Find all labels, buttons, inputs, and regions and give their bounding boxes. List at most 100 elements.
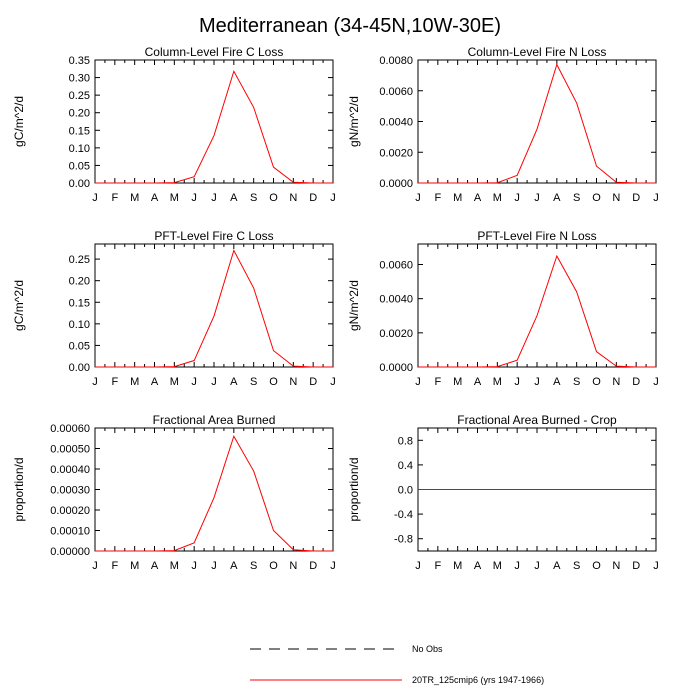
x-tick-label: O (592, 376, 601, 388)
x-tick-label: M (130, 192, 139, 204)
y-tick-label: 0.00020 (50, 505, 90, 517)
x-tick-label: J (415, 376, 421, 388)
y-tick-label: 0.0020 (379, 147, 413, 159)
x-tick-label: S (250, 560, 257, 572)
legend: No Obs 20TR_125cmip6 (yrs 1947-1966) (250, 644, 544, 685)
x-tick-label: M (130, 376, 139, 388)
plot-frame (417, 59, 657, 184)
x-tick-label: J (534, 192, 540, 204)
y-tick-label: 0.20 (69, 108, 90, 120)
y-tick-label: 0.05 (69, 160, 90, 172)
x-tick-label: F (111, 376, 118, 388)
x-tick-label: J (92, 560, 98, 572)
x-tick-label: J (211, 192, 217, 204)
chart-title: Fractional Area Burned - Crop (457, 413, 617, 427)
x-tick-label: N (612, 192, 620, 204)
x-tick-label: M (170, 376, 179, 388)
x-tick-label: A (151, 560, 159, 572)
x-tick-label: O (592, 560, 601, 572)
x-tick-label: D (309, 560, 317, 572)
x-tick-label: M (453, 376, 462, 388)
y-tick-label: 0.0040 (379, 117, 413, 129)
x-tick-label: A (553, 560, 561, 572)
series-line (418, 254, 656, 368)
x-tick-label: O (269, 376, 278, 388)
x-tick-label: M (170, 192, 179, 204)
x-tick-label: D (632, 376, 640, 388)
y-tick-label: -0.4 (394, 509, 413, 521)
x-tick-label: N (289, 376, 297, 388)
x-tick-label: J (330, 376, 336, 388)
y-axis-label: gC/m^2/d (12, 96, 26, 147)
y-tick-label: 0.0060 (379, 86, 413, 98)
x-tick-label: J (330, 560, 336, 572)
y-tick-label: 0.35 (69, 55, 90, 67)
x-tick-label: J (415, 560, 421, 572)
x-tick-label: J (92, 376, 98, 388)
x-tick-label: J (211, 560, 217, 572)
y-tick-label: 0.8 (398, 435, 413, 447)
x-tick-label: A (151, 376, 159, 388)
x-tick-label: S (250, 376, 257, 388)
x-tick-label: F (111, 560, 118, 572)
y-tick-label: 0.00010 (50, 526, 90, 538)
y-tick-label: 0.00050 (50, 444, 90, 456)
chart-title: Column-Level Fire C Loss (145, 45, 284, 59)
x-tick-label: D (632, 560, 640, 572)
y-tick-label: 0.15 (69, 297, 90, 309)
x-tick-label: J (514, 376, 520, 388)
y-tick-label: 0.00000 (50, 546, 90, 558)
x-tick-label: F (434, 192, 441, 204)
series-line (95, 434, 333, 552)
y-tick-label: 0.00060 (50, 423, 90, 435)
x-tick-label: A (230, 192, 238, 204)
y-tick-label: 0.0060 (379, 260, 413, 272)
x-tick-label: A (151, 192, 159, 204)
x-tick-label: D (309, 192, 317, 204)
y-axis-label: gN/m^2/d (347, 280, 361, 331)
chart-title: PFT-Level Fire C Loss (154, 229, 273, 243)
y-tick-label: 0.25 (69, 90, 90, 102)
x-tick-label: M (170, 560, 179, 572)
y-tick-label: 0.00030 (50, 485, 90, 497)
y-axis-label: gC/m^2/d (12, 280, 26, 331)
y-tick-label: 0.10 (69, 143, 90, 155)
x-tick-label: N (289, 560, 297, 572)
y-tick-label: 0.20 (69, 276, 90, 288)
x-tick-label: J (191, 192, 197, 204)
y-axis-label: proportion/d (12, 457, 26, 521)
x-tick-label: J (191, 376, 197, 388)
x-tick-label: O (269, 560, 278, 572)
x-tick-label: M (130, 560, 139, 572)
y-tick-label: 0.0000 (379, 178, 413, 190)
series-line (95, 69, 333, 184)
legend-label-no-obs: No Obs (412, 644, 443, 654)
x-tick-label: F (434, 376, 441, 388)
x-tick-label: S (250, 192, 257, 204)
chart-title: Fractional Area Burned (153, 413, 276, 427)
y-tick-label: 0.0020 (379, 328, 413, 340)
x-tick-label: J (534, 560, 540, 572)
x-tick-label: S (573, 560, 580, 572)
plot-frame (94, 427, 334, 552)
y-tick-label: 0.15 (69, 125, 90, 137)
x-tick-label: A (474, 192, 482, 204)
x-tick-label: M (453, 560, 462, 572)
x-tick-label: J (653, 376, 659, 388)
x-tick-label: J (92, 192, 98, 204)
x-tick-label: M (493, 192, 502, 204)
x-tick-label: J (415, 192, 421, 204)
x-tick-label: N (612, 376, 620, 388)
x-tick-label: N (612, 560, 620, 572)
x-tick-label: J (514, 192, 520, 204)
x-tick-label: A (230, 376, 238, 388)
x-tick-label: M (493, 376, 502, 388)
